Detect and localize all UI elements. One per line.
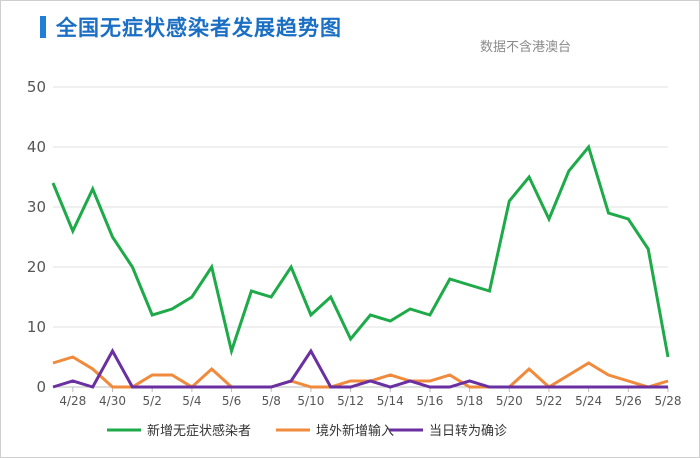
legend: 新增无症状感染者 境外新增输入 当日转为确诊: [107, 423, 507, 439]
x-tick-label: 4/28: [59, 394, 86, 408]
series-line-3: [52, 347, 668, 389]
chart-title: 全国无症状感染者发展趋势图: [56, 16, 342, 40]
legend-label-2: 境外新增输入: [316, 423, 394, 439]
x-tick-label: 5/12: [337, 394, 364, 408]
x-tick-label: 5/26: [615, 394, 642, 408]
x-tick-label: 4/30: [99, 394, 126, 408]
chart-subtitle: 数据不含港澳台: [480, 40, 572, 55]
x-tick-label: 5/20: [496, 394, 523, 408]
legend-label-3: 当日转为确诊: [429, 424, 507, 439]
grid-lines: [53, 86, 668, 388]
x-tick-label: 5/14: [377, 394, 404, 408]
y-axis-ticks: 0 10 20 30 40 50: [27, 78, 46, 396]
y-tick-label: 10: [27, 318, 46, 336]
x-tick-label: 5/2: [143, 394, 162, 408]
y-tick-label: 40: [27, 138, 46, 156]
x-tick-label: 5/8: [262, 394, 281, 408]
series-line-1: [51, 143, 670, 358]
y-tick-label: 30: [27, 198, 46, 216]
x-tick-label: 5/22: [535, 394, 562, 408]
x-tick-label: 5/6: [222, 394, 241, 408]
x-tick-label: 5/24: [575, 394, 602, 408]
x-tick-label: 5/18: [456, 394, 483, 408]
x-axis-ticks: 4/28 4/30 5/2 5/4 5/6 5/8 5/10 5/12 5/14 5/16 5/18…: [59, 387, 681, 408]
y-tick-label: 20: [27, 258, 46, 276]
title-accent-bar: [40, 16, 46, 38]
y-tick-label: 50: [27, 78, 46, 96]
x-tick-label: 5/28: [655, 394, 682, 408]
x-tick-label: 5/4: [182, 394, 201, 408]
series-lines: [51, 143, 670, 389]
x-tick-label: 5/10: [297, 394, 324, 408]
legend-label-1: 新增无症状感染者: [147, 423, 251, 439]
y-tick-label: 0: [36, 378, 46, 396]
series-line-2: [52, 355, 669, 389]
x-tick-label: 5/16: [416, 394, 443, 408]
